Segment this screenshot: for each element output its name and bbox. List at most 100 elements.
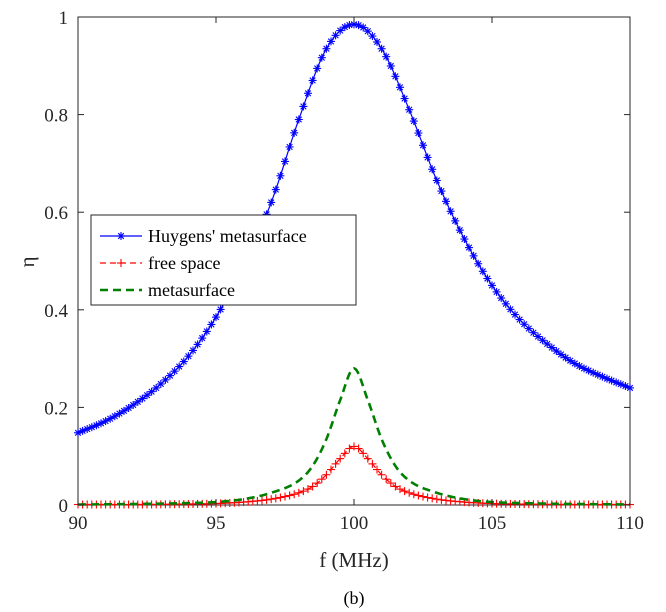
series-marker [327, 465, 335, 474]
x-tick-label: 105 [478, 513, 507, 534]
series-marker [432, 176, 441, 185]
legend-label: metasurface [148, 280, 235, 300]
y-tick-label: 0.8 [44, 106, 68, 127]
series-marker [446, 207, 455, 216]
series-marker [354, 444, 363, 453]
series-marker [373, 465, 381, 474]
series-marker [359, 23, 368, 32]
series-marker [115, 409, 124, 418]
series-marker [460, 235, 469, 244]
series-marker [336, 454, 345, 463]
series-marker [511, 310, 519, 319]
y-tick-label: 0.6 [44, 203, 68, 224]
legend-box [90, 214, 357, 306]
series-marker [437, 187, 446, 196]
series-marker [469, 251, 478, 260]
series-marker [322, 470, 331, 479]
series-marker [322, 44, 331, 53]
series-marker [400, 94, 409, 103]
series-marker [377, 44, 386, 53]
series-marker [281, 492, 289, 501]
legend-item: metasurface [100, 280, 235, 300]
series-marker [308, 482, 317, 491]
legend-item: Huygens' metasurface [100, 226, 307, 246]
series-marker [382, 52, 391, 61]
series-marker [276, 493, 285, 502]
legend-marker [117, 259, 125, 267]
legend-entries: Huygens' metasurface free space metasurfac… [100, 226, 307, 300]
series-marker [405, 105, 414, 114]
series-marker [120, 406, 128, 415]
series-marker [216, 305, 225, 314]
series-marker [313, 64, 322, 73]
series-marker [340, 449, 349, 458]
series-marker [373, 37, 381, 46]
series-marker [506, 305, 515, 314]
series-marker [198, 334, 207, 343]
series-marker [202, 327, 211, 336]
series-marker [110, 412, 119, 421]
legend-label: free space [148, 253, 220, 273]
series-marker [363, 27, 372, 36]
series-marker [396, 83, 404, 92]
series-marker [483, 274, 492, 283]
series-marker [331, 31, 340, 40]
ticks-layer: 90 95 100 105 110 0 0.2 0.4 0.6 0.8 1 [44, 8, 644, 534]
series-marker [184, 352, 193, 361]
series-marker [543, 339, 552, 348]
series-marker [419, 492, 427, 501]
series-marker [570, 359, 579, 368]
series-marker [423, 153, 432, 162]
series-marker [175, 362, 184, 371]
series-marker [428, 165, 437, 174]
series-marker [331, 459, 340, 468]
series-marker [271, 185, 280, 194]
series-line [77, 366, 631, 506]
series-marker [382, 475, 391, 484]
series-marker [207, 320, 216, 329]
series-marker [83, 425, 92, 434]
series-marker [386, 479, 395, 488]
series-marker [193, 340, 202, 349]
x-tick-label: 90 [69, 513, 88, 534]
series-marker [317, 475, 326, 484]
series-marker [386, 61, 395, 70]
series-marker [515, 315, 524, 324]
y-tick-label: 0.2 [44, 398, 68, 419]
series-marker [626, 383, 634, 392]
y-tick-label: 1 [59, 8, 69, 29]
series-marker [359, 449, 368, 458]
series-marker [400, 487, 409, 496]
series-marker [465, 243, 473, 252]
series-marker [327, 37, 335, 46]
legend-label: Huygens' metasurface [148, 226, 307, 246]
y-tick-label: 0 [59, 496, 69, 517]
series-marker [317, 53, 326, 62]
series-marker [474, 259, 483, 268]
series-marker [299, 102, 308, 111]
series-marker [179, 357, 188, 366]
y-axis-label: η [15, 257, 39, 268]
series-marker [133, 397, 142, 406]
series-marker [492, 287, 501, 296]
series-marker [552, 347, 561, 356]
series-marker [294, 488, 303, 497]
x-tick-label: 100 [340, 513, 369, 534]
series-marker [271, 494, 280, 503]
series-marker [350, 442, 358, 451]
series-marker [189, 346, 197, 355]
series-marker [488, 281, 496, 290]
series-marker [497, 294, 506, 303]
series-marker [455, 226, 464, 235]
series-marker [432, 495, 441, 504]
series-marker [561, 353, 570, 362]
series-marker [276, 171, 285, 180]
series-marker [345, 444, 354, 453]
series-marker [290, 128, 299, 137]
series-marker [336, 26, 345, 35]
series-marker [294, 115, 303, 124]
series-marker [419, 141, 427, 150]
series-marker [285, 142, 294, 151]
series-marker [299, 487, 308, 496]
